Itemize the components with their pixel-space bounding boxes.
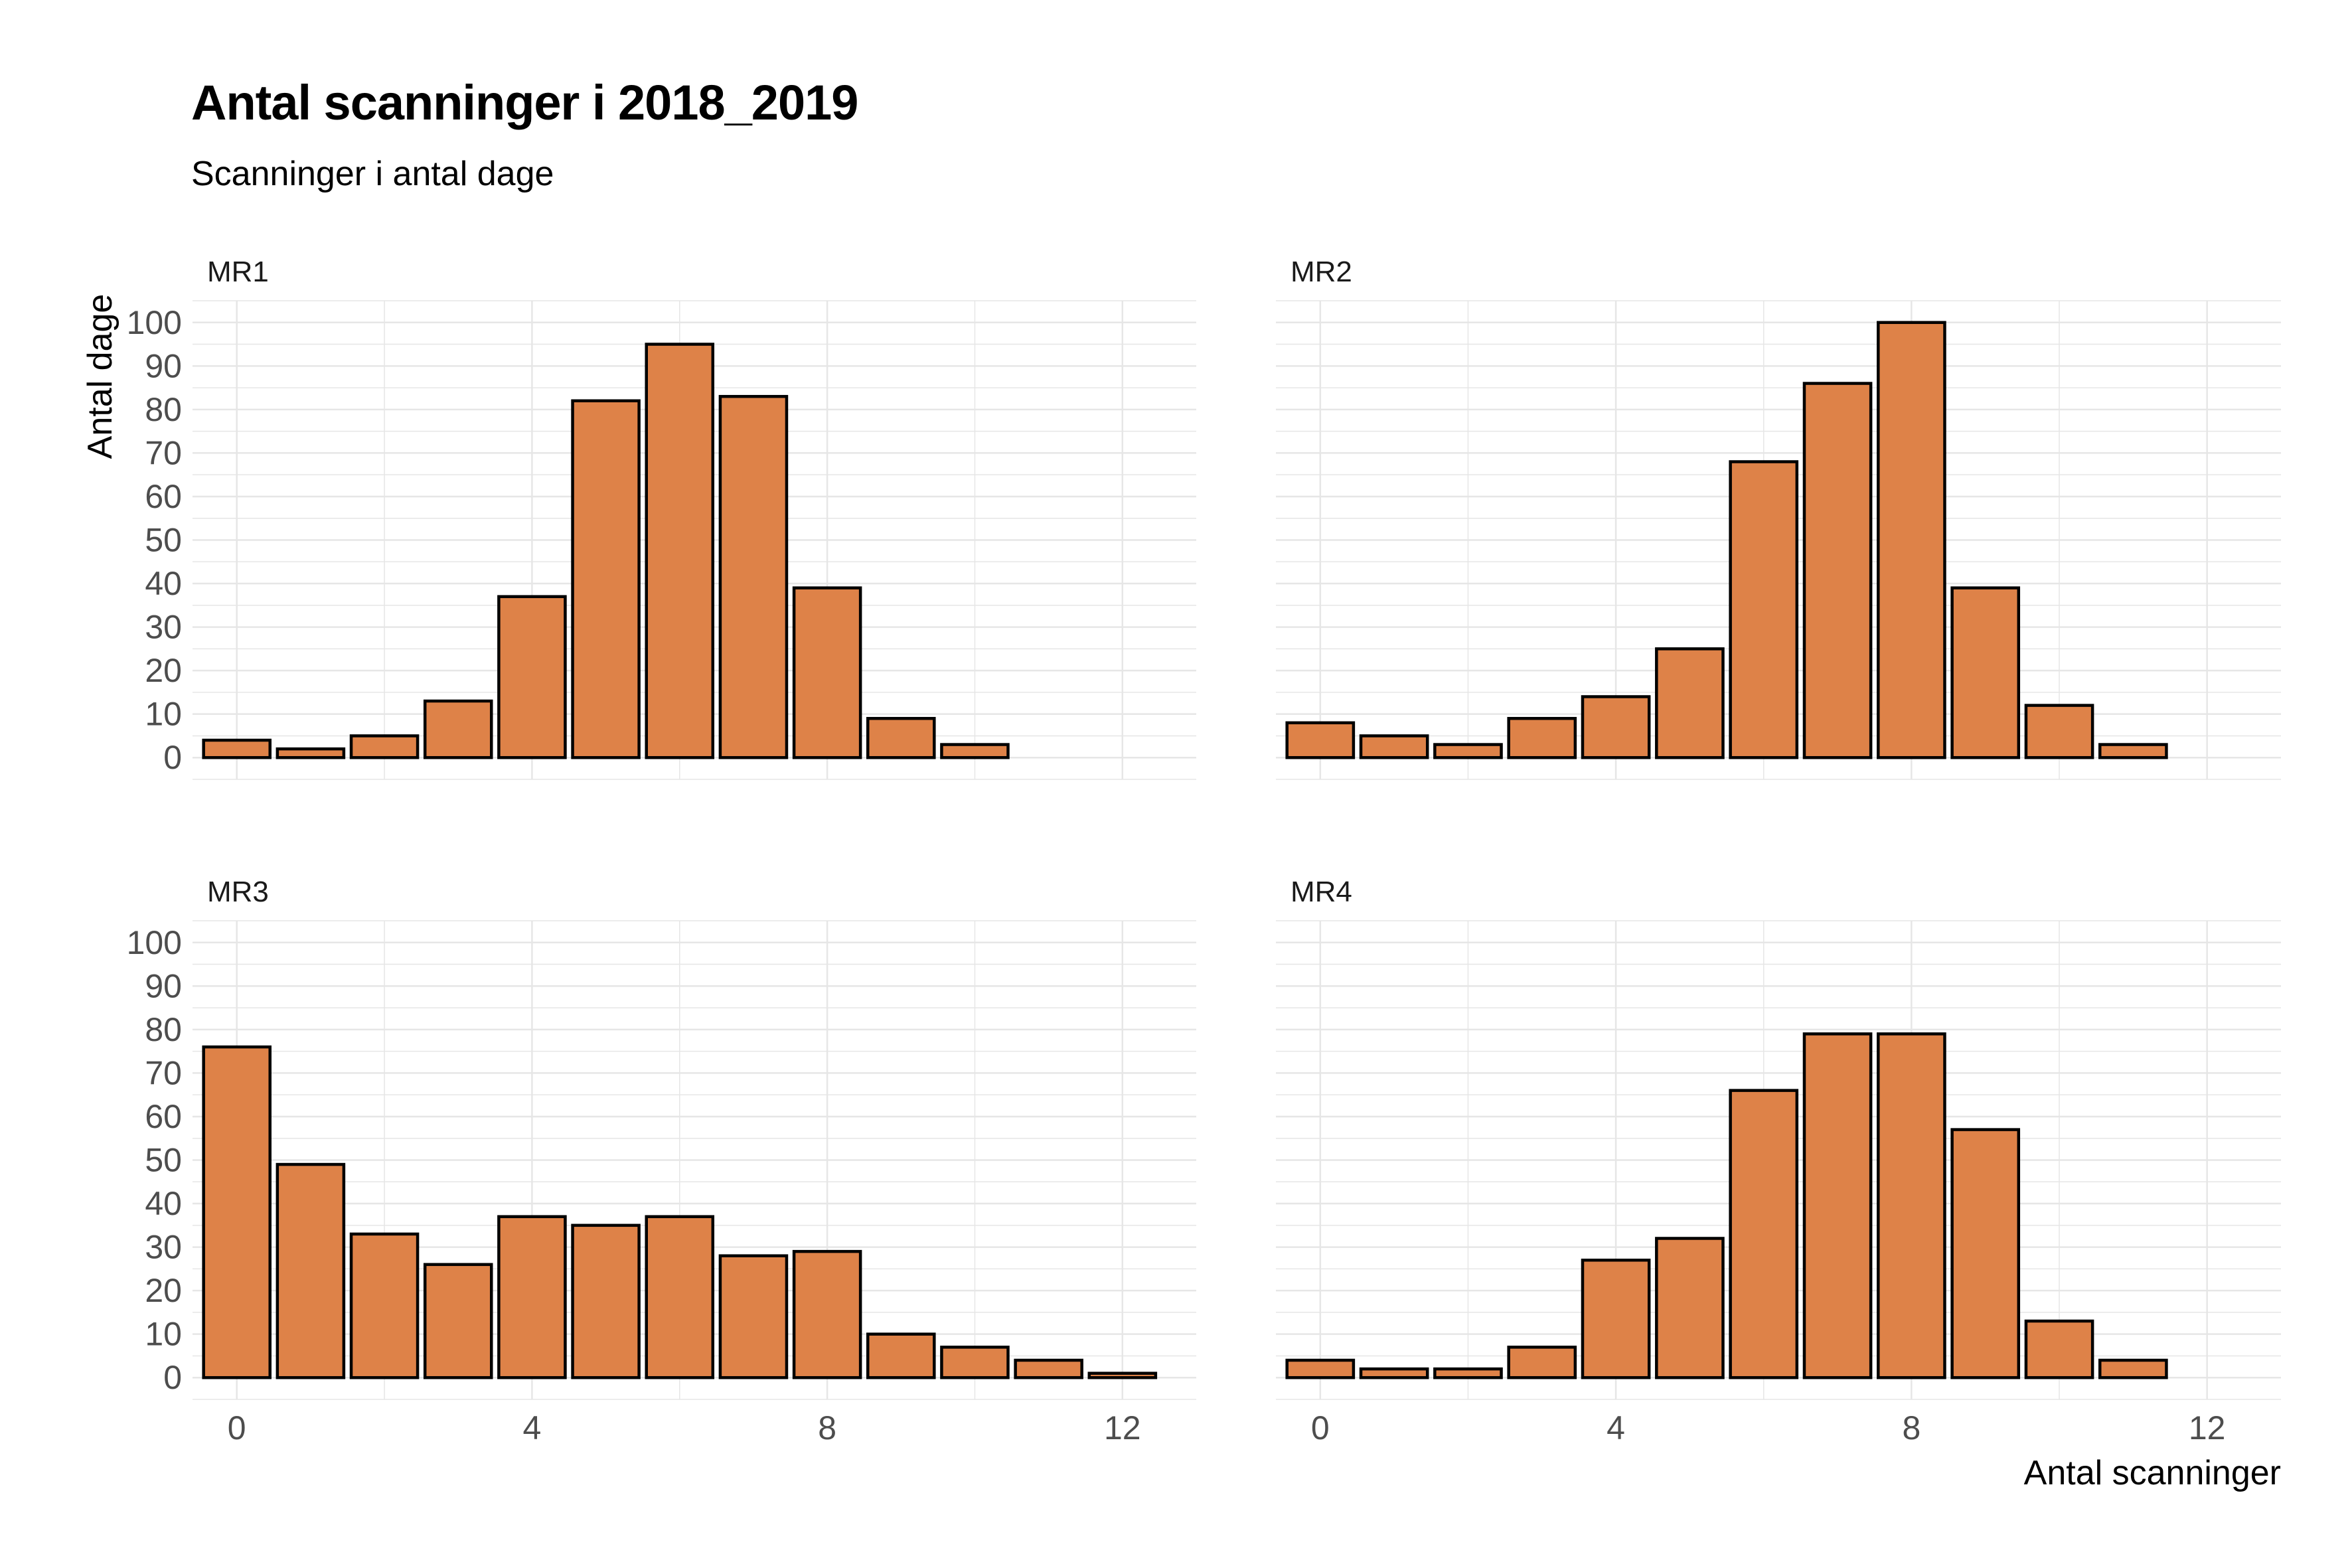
bar-mr1-0 — [202, 738, 272, 759]
y-tick-label: 0 — [163, 1359, 182, 1396]
panel-label-mr3: MR3 — [207, 876, 269, 908]
bar-mr2-10 — [2024, 704, 2094, 759]
bar-mr1-3 — [423, 699, 493, 759]
y-tick-label: 70 — [145, 434, 182, 471]
y-tick-label: 100 — [127, 924, 182, 961]
panel-mr2: MR2 — [1276, 256, 2281, 780]
panel-label-mr2: MR2 — [1291, 256, 1352, 288]
y-tick-label: 90 — [145, 967, 182, 1004]
bar-mr4-8 — [1877, 1032, 1946, 1379]
bar-mr4-3 — [1507, 1346, 1577, 1379]
x-tick-label: 8 — [818, 1409, 836, 1447]
bar-mr2-4 — [1581, 695, 1651, 759]
y-tick-label: 20 — [145, 652, 182, 689]
bar-mr4-0 — [1285, 1358, 1356, 1379]
bar-mr1-2 — [349, 734, 420, 759]
y-tick-label: 30 — [145, 609, 182, 646]
y-tick-label: 10 — [145, 1316, 182, 1353]
y-tick-label: 30 — [145, 1229, 182, 1266]
bar-mr2-6 — [1729, 460, 1799, 759]
bar-mr2-1 — [1359, 734, 1429, 759]
bar-mr1-7 — [718, 394, 789, 759]
bar-mr3-4 — [497, 1215, 567, 1379]
y-tick-label: 100 — [127, 304, 182, 341]
bar-mr1-1 — [275, 747, 346, 759]
y-tick-label: 40 — [145, 565, 182, 602]
y-tick-label: 10 — [145, 696, 182, 733]
bar-mr2-0 — [1285, 721, 1356, 759]
x-tick-label: 8 — [1902, 1409, 1921, 1447]
bar-mr4-4 — [1581, 1259, 1651, 1379]
y-tick-label: 60 — [145, 1098, 182, 1135]
x-axis-title: Antal scanninger — [2024, 1454, 2281, 1492]
chart-title: Antal scanninger i 2018_2019 — [191, 75, 858, 130]
panel-mr1: MR1 0 10 20 30 40 50 60 70 80 90 100 — [127, 256, 1196, 780]
x-tick-label: 4 — [1607, 1409, 1625, 1447]
bar-mr3-2 — [349, 1232, 420, 1379]
bar-mr3-12 — [1087, 1372, 1158, 1379]
x-tick-label: 12 — [1104, 1409, 1141, 1447]
panel-label-mr1: MR1 — [207, 256, 269, 288]
bar-mr2-5 — [1655, 647, 1725, 759]
panels-layer: MR10102030405060708090100MR2MR3010203040… — [127, 256, 2281, 1447]
bar-mr4-6 — [1729, 1089, 1799, 1379]
panel-label-mr4: MR4 — [1291, 876, 1352, 908]
bar-mr1-9 — [866, 716, 936, 759]
bar-mr3-9 — [866, 1332, 936, 1379]
bar-mr3-8 — [792, 1249, 862, 1379]
bar-mr4-1 — [1359, 1367, 1429, 1379]
y-tick-label: 60 — [145, 478, 182, 515]
y-tick-label: 90 — [145, 347, 182, 384]
bar-mr4-5 — [1655, 1237, 1725, 1379]
chart-subtitle: Scanninger i antal dage — [191, 155, 554, 193]
y-tick-label: 70 — [145, 1054, 182, 1091]
x-tick-label: 0 — [1311, 1409, 1330, 1447]
bar-mr3-3 — [423, 1263, 493, 1379]
bar-mr1-8 — [792, 586, 862, 759]
bar-mr3-10 — [940, 1346, 1010, 1379]
panel-mr4: MR4 0 4 8 12 — [1276, 876, 2281, 1447]
bar-mr2-2 — [1433, 743, 1503, 759]
bar-mr3-6 — [645, 1215, 715, 1379]
bar-mr1-6 — [645, 343, 715, 759]
bar-mr4-2 — [1433, 1367, 1503, 1379]
bar-mr3-1 — [275, 1162, 346, 1379]
y-tick-label: 20 — [145, 1272, 182, 1309]
x-tick-label: 4 — [523, 1409, 542, 1447]
y-tick-label: 40 — [145, 1185, 182, 1222]
x-tick-label: 12 — [2189, 1409, 2226, 1447]
y-tick-label: 50 — [145, 522, 182, 559]
panel-mr3: MR3 0 10 20 30 40 50 60 70 80 90 100 0 4 8 12 — [127, 876, 1196, 1447]
bar-mr4-11 — [2098, 1358, 2168, 1379]
bar-mr4-9 — [1950, 1128, 2021, 1379]
bar-mr1-5 — [571, 399, 641, 759]
y-tick-label: 80 — [145, 391, 182, 428]
y-tick-label: 80 — [145, 1011, 182, 1048]
bar-mr4-7 — [1802, 1032, 1873, 1379]
bar-mr2-11 — [2098, 743, 2168, 759]
x-tick-label: 0 — [228, 1409, 246, 1447]
bar-mr2-3 — [1507, 716, 1577, 759]
y-tick-label: 0 — [163, 739, 182, 776]
bar-mr1-4 — [497, 595, 567, 759]
y-axis-title: Antal dage — [81, 294, 119, 459]
bar-mr3-0 — [202, 1045, 272, 1379]
bar-mr4-10 — [2024, 1319, 2094, 1379]
bar-mr3-5 — [571, 1223, 641, 1379]
bar-mr3-11 — [1014, 1358, 1083, 1379]
bar-mr2-7 — [1802, 382, 1873, 759]
bar-mr3-7 — [718, 1254, 789, 1379]
bar-mr2-9 — [1950, 586, 2021, 759]
bar-mr1-10 — [940, 743, 1010, 759]
y-tick-label: 50 — [145, 1142, 182, 1179]
bar-mr2-8 — [1877, 321, 1946, 759]
